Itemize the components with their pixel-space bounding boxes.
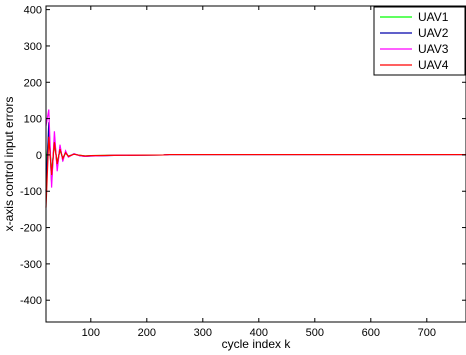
x-tick-label: 100	[82, 327, 100, 339]
y-tick-label: 100	[24, 114, 42, 126]
y-tick-label: -100	[20, 186, 42, 198]
series-line-uav4	[45, 136, 466, 208]
x-tick-label: 300	[194, 327, 212, 339]
y-tick-label: 0	[36, 150, 42, 162]
legend-label-uav3: UAV3	[418, 42, 449, 56]
y-tick-label: 200	[24, 77, 42, 89]
y-tick-label: -200	[20, 223, 42, 235]
legend-label-uav4: UAV4	[418, 58, 449, 72]
x-tick-label: 500	[306, 327, 324, 339]
y-tick-label: -300	[20, 259, 42, 271]
y-tick-label: 400	[24, 5, 42, 17]
x-tick-label: 400	[250, 327, 268, 339]
x-tick-label: 200	[138, 327, 156, 339]
x-axis-label: cycle index k	[222, 337, 292, 351]
y-tick-label: -400	[20, 295, 42, 307]
legend-box	[373, 6, 466, 76]
plot-frame	[45, 5, 466, 323]
series-layer	[45, 109, 466, 208]
x-tick-label: 700	[418, 327, 436, 339]
y-axis-label: x-axis control input errors	[2, 97, 16, 232]
legend: UAV1 UAV2 UAV3 UAV4	[373, 6, 466, 76]
legend-label-uav2: UAV2	[418, 26, 449, 40]
x-tick-label: 600	[362, 327, 380, 339]
legend-label-uav1: UAV1	[418, 10, 449, 24]
y-tick-label: 300	[24, 41, 42, 53]
ticks-layer: 100 200 300 400 500 600 700 -400 -300 -200 -100 0 10…	[20, 5, 466, 339]
